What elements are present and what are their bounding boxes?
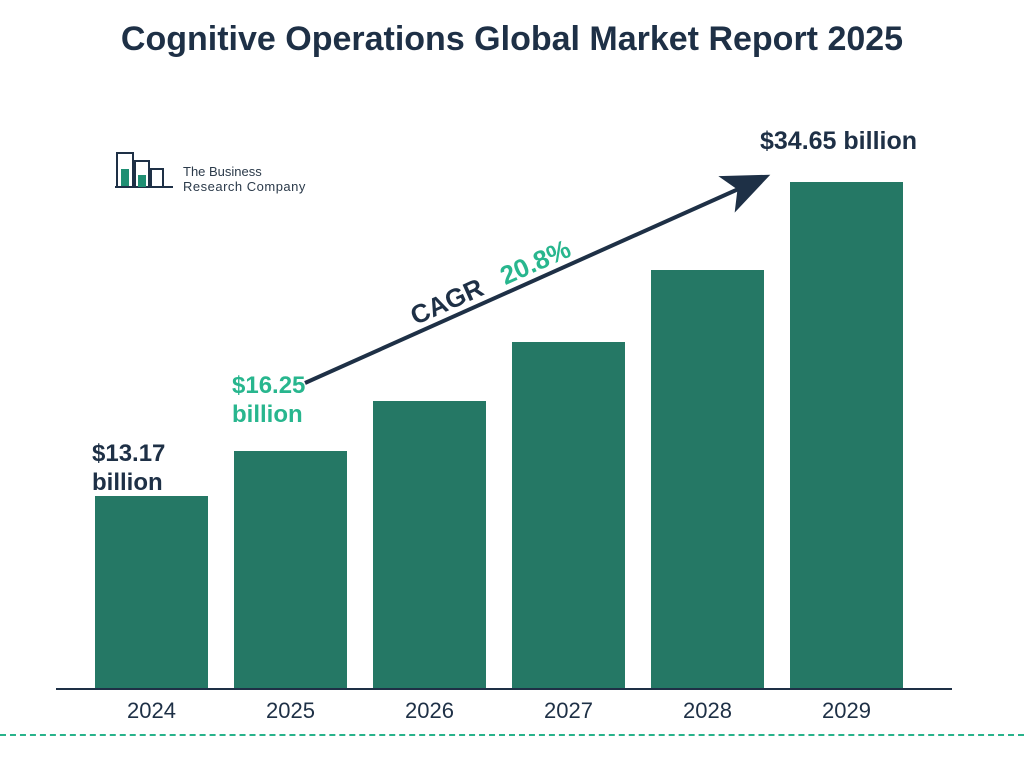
bar-value-label: $16.25billion: [232, 372, 305, 430]
bar-value-label: $34.65 billion: [760, 126, 917, 156]
bar-value-label: $13.17billion: [92, 440, 165, 498]
x-axis-category-label: 2026: [373, 698, 486, 724]
x-axis-category-label: 2024: [95, 698, 208, 724]
x-axis-category-label: 2027: [512, 698, 625, 724]
bar-group: 2025: [234, 451, 347, 688]
bar-group: 2029: [790, 182, 903, 688]
bar-group: 2024: [95, 496, 208, 688]
bar: [790, 182, 903, 688]
x-axis-category-label: 2029: [790, 698, 903, 724]
canvas: Cognitive Operations Global Market Repor…: [0, 0, 1024, 768]
bar: [95, 496, 208, 688]
bar: [373, 401, 486, 688]
bar: [512, 342, 625, 688]
bar-group: 2026: [373, 401, 486, 688]
x-axis-category-label: 2025: [234, 698, 347, 724]
x-axis-baseline: [56, 688, 952, 690]
x-axis-category-label: 2028: [651, 698, 764, 724]
bar: [234, 451, 347, 688]
footer-dashed-line: [0, 734, 1024, 736]
bar-group: 2027: [512, 342, 625, 688]
bar: [651, 270, 764, 688]
bar-group: 2028: [651, 270, 764, 688]
